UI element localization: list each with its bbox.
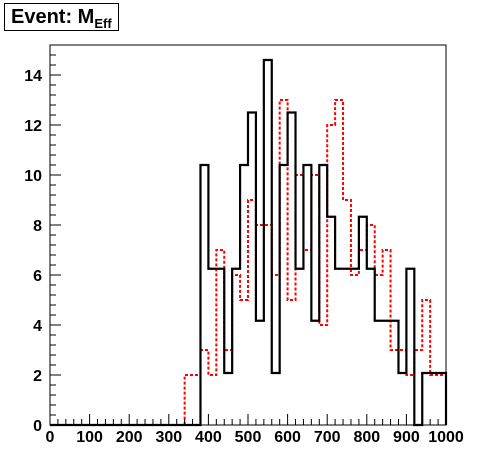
x-tick-label: 700 (314, 429, 341, 446)
y-tick-label: 0 (33, 418, 42, 435)
y-tick-label: 6 (33, 268, 42, 285)
y-tick-label: 8 (33, 218, 42, 235)
x-tick-label: 500 (235, 429, 262, 446)
x-tick-label: 100 (76, 429, 103, 446)
chart-title: Event: MEff (4, 3, 119, 31)
x-tick-label: 1000 (428, 429, 464, 446)
y-tick-label: 10 (24, 168, 42, 185)
y-tick-label: 14 (24, 68, 42, 85)
chart-title-main: Event: M (11, 6, 95, 28)
x-tick-label: 300 (155, 429, 182, 446)
x-tick-label: 200 (116, 429, 143, 446)
x-tick-label: 800 (353, 429, 380, 446)
y-tick-label: 4 (33, 318, 42, 335)
x-tick-label: 400 (195, 429, 222, 446)
x-tick-label: 600 (274, 429, 301, 446)
y-tick-label: 2 (33, 368, 42, 385)
y-tick-label: 12 (24, 118, 42, 135)
chart-title-subscript: Eff (94, 16, 112, 31)
x-tick-label: 0 (46, 429, 55, 446)
x-tick-label: 900 (393, 429, 420, 446)
